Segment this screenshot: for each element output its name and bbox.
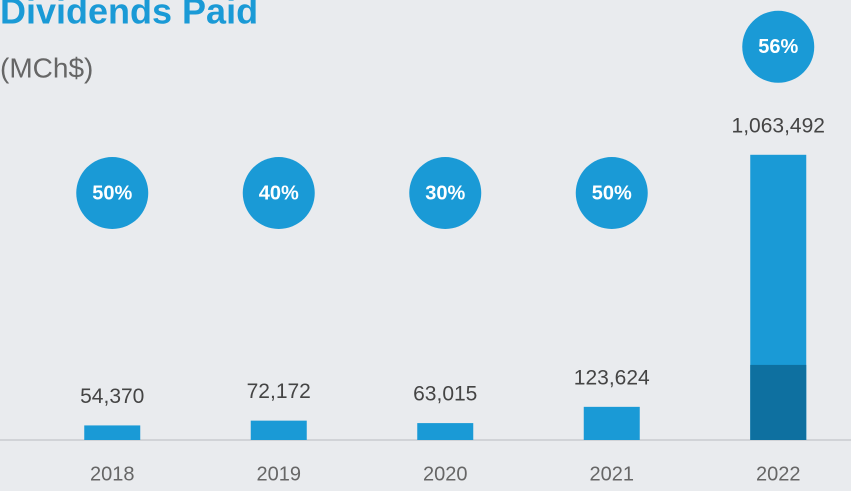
payout-circle — [76, 157, 149, 229]
x-tick-label: 2019 — [257, 463, 302, 485]
payout-label: 40% — [259, 182, 299, 204]
payout-label: 30% — [425, 182, 465, 204]
chart-subtitle: (MCh$) — [0, 52, 93, 83]
x-tick-label: 2020 — [423, 463, 468, 485]
payout-label: 56% — [758, 36, 798, 58]
bar — [250, 420, 307, 440]
payout-circle — [409, 157, 482, 229]
x-tick-label: 2018 — [90, 463, 135, 485]
payout-label: 50% — [92, 182, 132, 204]
payout-label: 50% — [592, 182, 632, 204]
bar — [84, 425, 141, 440]
value-label: 72,172 — [247, 380, 311, 403]
bar — [583, 406, 640, 440]
value-label: 63,015 — [413, 383, 477, 406]
x-tick-label: 2021 — [590, 463, 635, 485]
value-label: 1,063,492 — [732, 114, 825, 137]
value-label: 123,624 — [574, 366, 650, 389]
value-label: 54,370 — [80, 385, 144, 408]
payout-circle — [742, 10, 815, 83]
chart-title: Dividends Paid — [0, 0, 258, 32]
x-tick-label: 2022 — [756, 463, 801, 485]
payout-circle — [575, 157, 648, 229]
bar-segment — [750, 364, 807, 440]
bar — [417, 423, 474, 440]
payout-circle — [242, 157, 315, 229]
